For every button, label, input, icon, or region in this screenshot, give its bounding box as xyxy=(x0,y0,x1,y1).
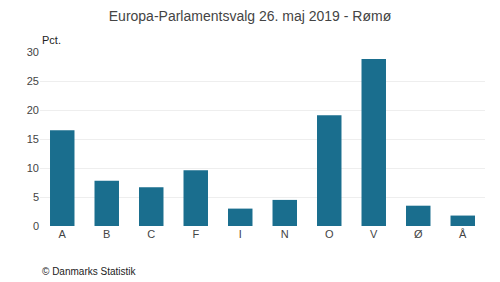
svg-text:Pct.: Pct. xyxy=(42,34,61,46)
svg-text:I: I xyxy=(239,228,242,240)
svg-text:25: 25 xyxy=(27,75,39,87)
svg-text:Å: Å xyxy=(459,228,467,240)
svg-text:5: 5 xyxy=(33,191,39,203)
svg-text:30: 30 xyxy=(27,46,39,58)
svg-text:B: B xyxy=(103,228,110,240)
svg-text:10: 10 xyxy=(27,162,39,174)
svg-text:N: N xyxy=(281,228,289,240)
svg-text:C: C xyxy=(147,228,155,240)
svg-text:O: O xyxy=(325,228,334,240)
svg-text:V: V xyxy=(370,228,378,240)
svg-text:Europa-Parlamentsvalg 26. maj: Europa-Parlamentsvalg 26. maj 2019 - Røm… xyxy=(109,8,392,24)
svg-text:0: 0 xyxy=(33,220,39,232)
svg-text:20: 20 xyxy=(27,104,39,116)
svg-text:15: 15 xyxy=(27,133,39,145)
svg-text:Ø: Ø xyxy=(414,228,423,240)
svg-text:A: A xyxy=(59,228,67,240)
svg-text:© Danmarks Statistik: © Danmarks Statistik xyxy=(42,266,137,277)
svg-text:F: F xyxy=(192,228,199,240)
